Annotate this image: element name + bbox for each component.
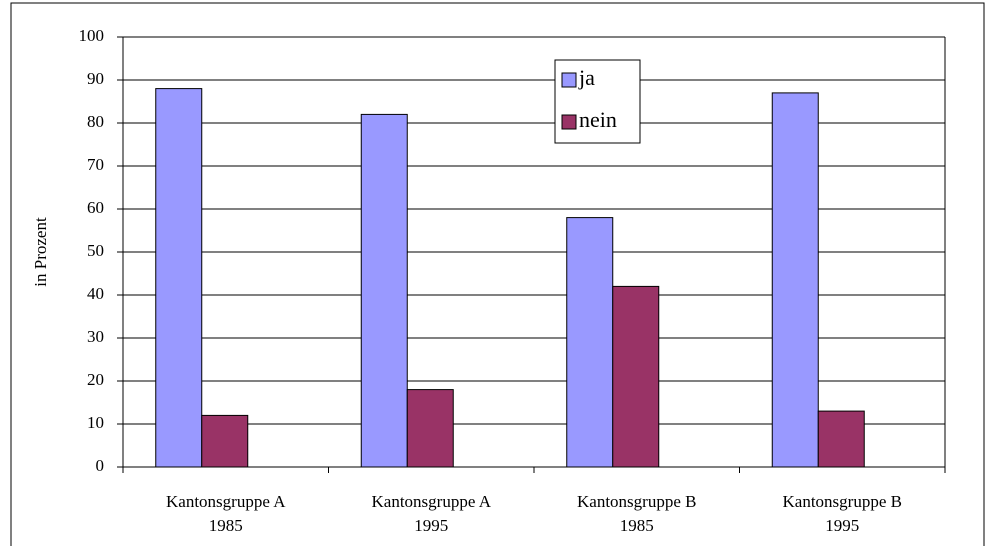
- x-tick-label: Kantonsgruppe A 1985: [166, 492, 286, 535]
- bar: [406, 389, 454, 468]
- bar: [155, 88, 203, 468]
- legend-label: ja: [578, 65, 595, 90]
- y-tick-label: 10: [87, 413, 104, 432]
- bar: [201, 414, 249, 468]
- y-tick-label: 20: [87, 370, 104, 389]
- y-tick-label: 0: [96, 456, 105, 475]
- x-tick-label: Kantonsgruppe B 1985: [577, 492, 697, 535]
- x-tick-label: Kantonsgruppe B 1995: [782, 492, 902, 535]
- y-tick-label: 80: [87, 112, 104, 131]
- y-tick-label: 70: [87, 155, 104, 174]
- bar: [771, 92, 819, 468]
- y-axis-label: in Prozent: [31, 217, 50, 287]
- bar: [817, 410, 865, 468]
- bar: [612, 285, 660, 468]
- legend-swatch: [561, 114, 577, 130]
- legend-swatch: [561, 72, 577, 88]
- y-tick-label: 40: [87, 284, 104, 303]
- y-tick-label: 90: [87, 69, 104, 88]
- chart-frame: [10, 2, 985, 546]
- bar: [360, 113, 408, 468]
- y-tick-label: 100: [79, 26, 105, 45]
- legend-label: nein: [579, 107, 617, 132]
- y-tick-label: 30: [87, 327, 104, 346]
- y-tick-label: 60: [87, 198, 104, 217]
- y-tick-label: 50: [87, 241, 104, 260]
- x-tick-label: Kantonsgruppe A 1995: [371, 492, 491, 535]
- bar: [566, 217, 614, 468]
